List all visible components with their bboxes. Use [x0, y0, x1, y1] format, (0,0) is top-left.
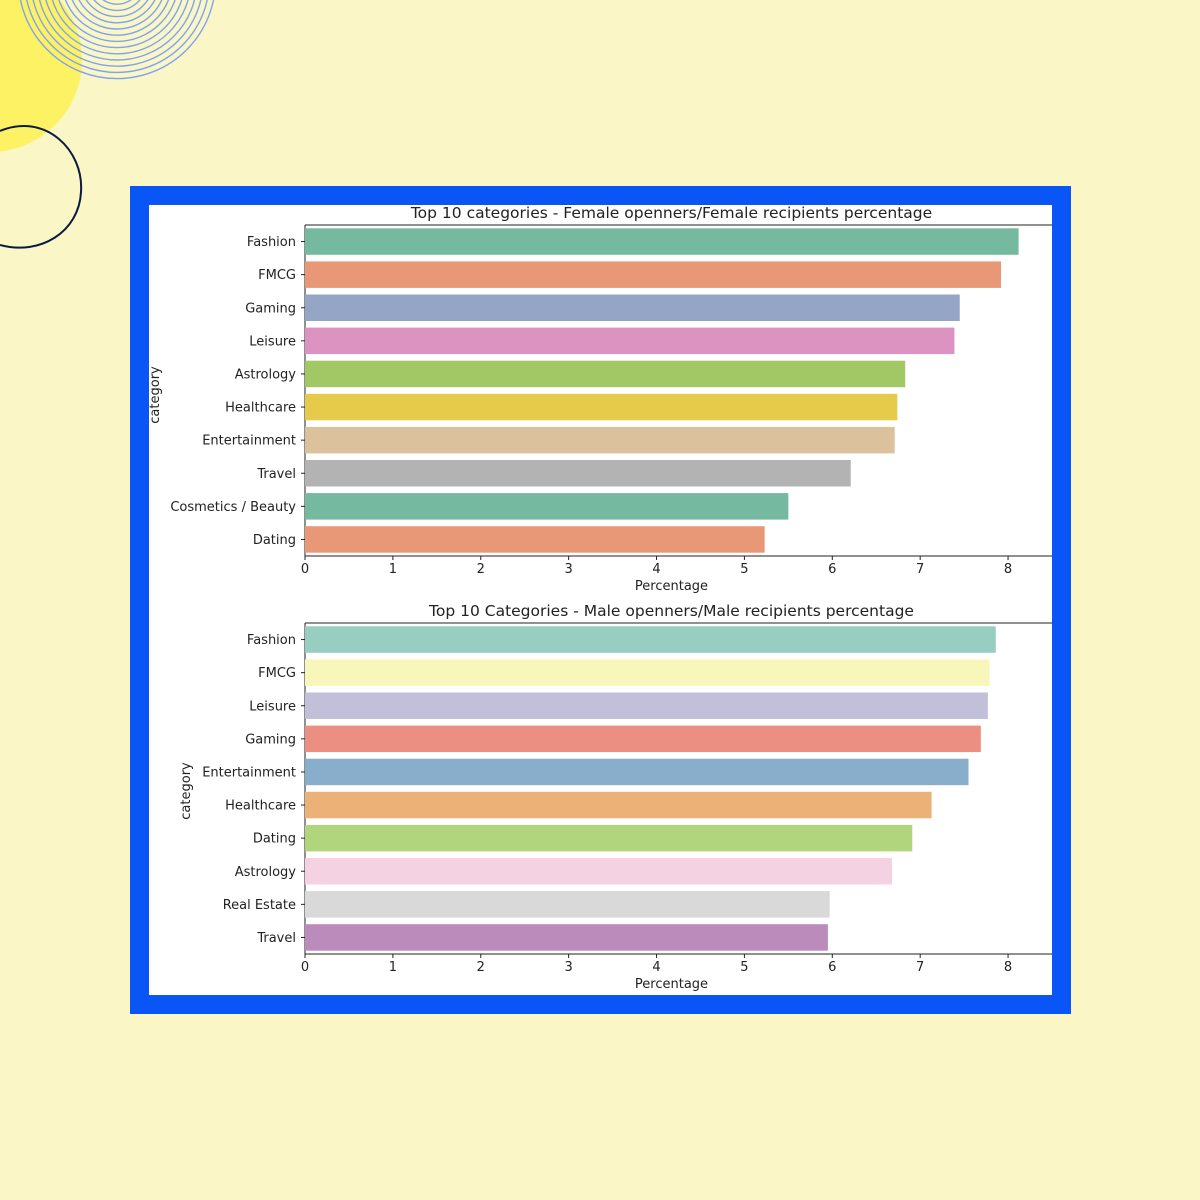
y-tick-label: Astrology: [235, 367, 297, 382]
x-tick-label: 7: [916, 562, 924, 577]
y-tick-label: Astrology: [235, 865, 297, 880]
bar: [305, 725, 981, 753]
ring-decoration: [64, 0, 170, 36]
outline-arc-decoration: [0, 125, 83, 249]
x-tick-label: 1: [389, 562, 397, 577]
x-tick-label: 0: [301, 562, 309, 577]
bar: [305, 791, 932, 819]
chart-female: Fashion FMCG Gaming Leisure Astrology Healthc…: [149, 205, 1052, 594]
x-tick-label: 8: [1004, 960, 1012, 975]
x-tick-label: 5: [740, 960, 748, 975]
ring-decoration: [71, 0, 163, 30]
x-tick-label: 7: [916, 960, 924, 975]
x-tick-label: 6: [828, 562, 836, 577]
bar: [305, 460, 851, 487]
x-tick-label: 2: [477, 960, 485, 975]
bar: [305, 360, 906, 388]
ring-decoration: [78, 0, 156, 24]
x-tick-label: 4: [652, 562, 660, 577]
ring-decoration: [26, 0, 208, 74]
bar: [305, 393, 898, 421]
ring-decoration: [38, 0, 196, 61]
y-tick-label: Gaming: [245, 732, 296, 747]
chart-male: Fashion FMCG Leisure Gaming Entertainment Hea…: [179, 602, 1052, 992]
chart-panel: Fashion FMCG Gaming Leisure Astrology Healthc…: [149, 205, 1052, 995]
y-tick-label: Travel: [256, 931, 296, 946]
x-tick-label: 2: [477, 562, 485, 577]
y-axis-label: category: [179, 762, 194, 820]
x-tick-label: 0: [301, 960, 309, 975]
bar: [305, 824, 913, 852]
y-tick-label: FMCG: [258, 268, 296, 283]
y-tick-label: Healthcare: [225, 401, 296, 416]
ring-decoration: [51, 0, 183, 49]
bar: [305, 526, 765, 553]
bar: [305, 228, 1019, 255]
bar: [305, 924, 828, 951]
y-tick-label: Leisure: [249, 699, 296, 714]
y-tick-label: Leisure: [249, 334, 296, 349]
y-tick-label: Travel: [256, 467, 296, 482]
bar: [305, 261, 1002, 288]
bar: [305, 858, 893, 885]
ring-decoration: [85, 0, 149, 18]
x-axis-label: Percentage: [635, 977, 708, 992]
x-tick-label: 3: [565, 960, 573, 975]
bar: [305, 659, 990, 686]
x-tick-label: 4: [652, 960, 660, 975]
ring-decoration: [102, 0, 132, 5]
bar: [305, 327, 955, 355]
y-tick-label: Real Estate: [223, 898, 296, 913]
ring-decoration: [58, 0, 176, 43]
bar: [305, 758, 969, 786]
charts-canvas: Fashion FMCG Gaming Leisure Astrology Healthc…: [149, 205, 1052, 992]
ring-decoration: [19, 0, 215, 80]
y-tick-label: Gaming: [245, 301, 296, 316]
ring-decoration: [32, 0, 202, 67]
bar: [305, 493, 789, 520]
concentric-rings-decoration: [19, 0, 215, 80]
y-tick-label: Dating: [253, 533, 296, 548]
bar: [305, 626, 996, 653]
x-tick-label: 3: [565, 562, 573, 577]
y-tick-label: Fashion: [247, 235, 296, 250]
ring-decoration: [93, 0, 141, 12]
x-tick-label: 1: [389, 960, 397, 975]
x-tick-label: 6: [828, 960, 836, 975]
chart-title: Top 10 categories - Female openners/Fema…: [410, 205, 932, 222]
y-tick-label: Fashion: [247, 633, 296, 648]
y-axis-label: category: [149, 366, 163, 424]
y-tick-label: Entertainment: [202, 765, 296, 780]
ring-decoration: [45, 0, 189, 55]
x-tick-label: 5: [740, 562, 748, 577]
bar: [305, 294, 960, 321]
y-tick-label: Entertainment: [202, 434, 296, 449]
y-tick-label: FMCG: [258, 666, 296, 681]
bar: [305, 426, 895, 454]
y-tick-label: Cosmetics / Beauty: [170, 500, 296, 515]
chart-title: Top 10 Categories - Male openners/Male r…: [428, 602, 914, 620]
y-tick-label: Healthcare: [225, 799, 296, 814]
x-axis-label: Percentage: [635, 579, 708, 594]
x-tick-label: 8: [1004, 562, 1012, 577]
bar: [305, 692, 988, 719]
bar: [305, 891, 830, 918]
y-tick-label: Dating: [253, 832, 296, 847]
